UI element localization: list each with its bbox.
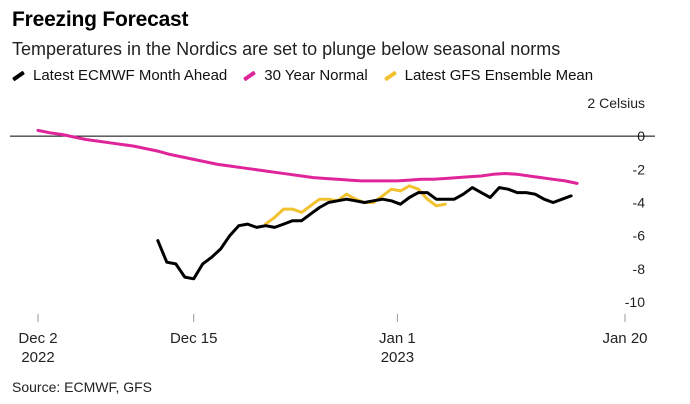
source-note: Source: ECMWF, GFS <box>12 379 153 395</box>
legend-item-gfs: Latest GFS Ensemble Mean <box>383 67 594 84</box>
legend-label-gfs: Latest GFS Ensemble Mean <box>404 67 594 84</box>
legend-item-ecmwf: Latest ECMWF Month Ahead <box>12 67 227 84</box>
y-tick-label: -2 <box>633 161 646 177</box>
legend-item-normal: 30 Year Normal <box>243 67 368 84</box>
legend-label-ecmwf: Latest ECMWF Month Ahead <box>33 67 228 84</box>
x-tick-label: Jan 1 <box>379 330 416 347</box>
y-tick-label: -10 <box>625 294 645 310</box>
legend-label-normal: 30 Year Normal <box>264 67 368 84</box>
ecmwf-line <box>156 186 573 281</box>
x-tick-label: Dec 2 <box>18 330 57 347</box>
chart-title: Freezing Forecast <box>12 8 189 31</box>
x-tick-year-label: 2022 <box>21 349 54 366</box>
legend: Latest ECMWF Month Ahead 30 Year Normal … <box>12 67 609 84</box>
y-tick-label: -8 <box>633 261 646 277</box>
y-tick-label: 2 Celsius <box>587 95 645 111</box>
x-tick-year-label: 2023 <box>381 349 414 366</box>
y-tick-label: -6 <box>633 228 646 244</box>
normal-line <box>36 128 579 185</box>
y-tick-label: -4 <box>633 195 646 211</box>
x-tick-label: Dec 15 <box>170 330 218 347</box>
x-axis: Dec 2 2022 Dec 15 Jan 1 2023 Jan 20 <box>18 314 648 366</box>
gfs-line <box>264 184 447 226</box>
series-layer <box>36 128 579 281</box>
x-tick-label: Jan 20 <box>602 330 647 347</box>
chart-subtitle: Temperatures in the Nordics are set to p… <box>12 39 561 59</box>
